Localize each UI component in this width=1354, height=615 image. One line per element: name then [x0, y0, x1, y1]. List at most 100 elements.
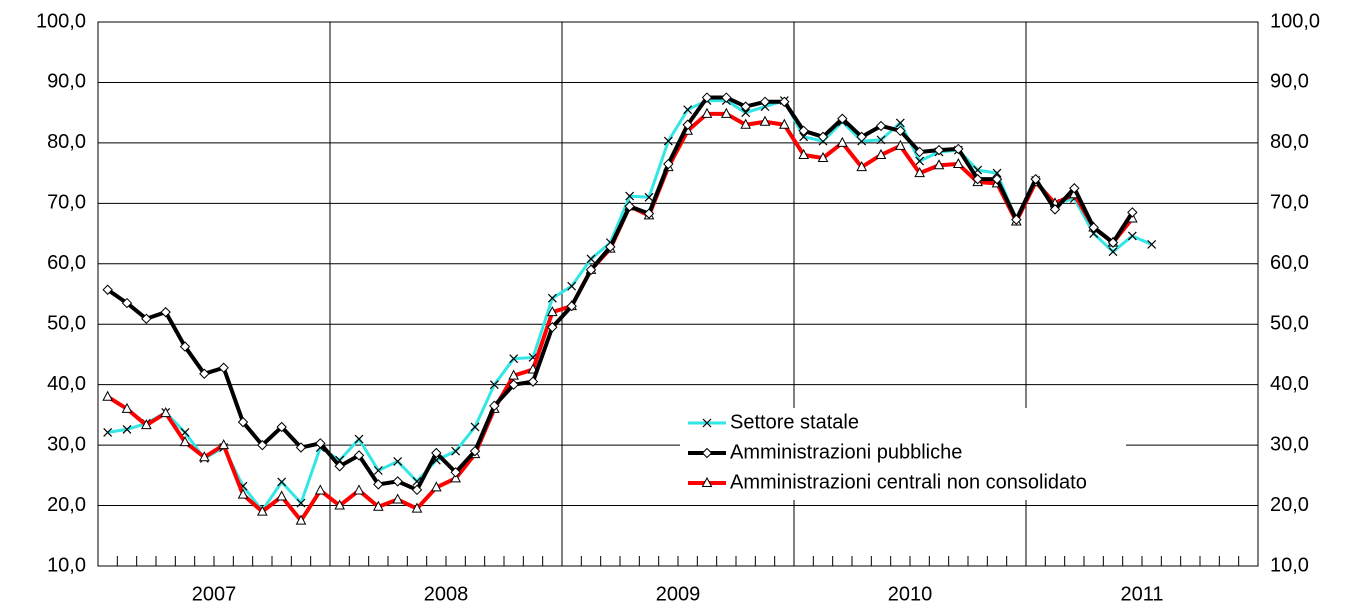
marker-triangle: [431, 481, 442, 492]
marker-diamond: [643, 208, 655, 219]
marker-triangle: [759, 115, 771, 126]
marker-triangle: [701, 476, 713, 487]
marker-x: [122, 424, 132, 434]
marker-triangle: [798, 148, 809, 159]
marker-triangle: [953, 157, 964, 169]
marker-stroke: [644, 192, 654, 202]
marker-diamond: [160, 306, 171, 318]
marker-stroke: [393, 457, 403, 466]
marker-x: [625, 191, 635, 201]
marker-diamond: [1069, 183, 1080, 194]
y-tick-label: 60,0: [47, 252, 86, 274]
marker-diamond: [856, 131, 867, 143]
marker-diamond: [1049, 204, 1061, 215]
marker-diamond: [624, 201, 635, 212]
marker-x: [915, 156, 925, 166]
y2-tick-label: 30,0: [1270, 433, 1309, 455]
marker-triangle: [895, 139, 906, 150]
marker-diamond: [469, 445, 481, 457]
marker-diamond: [914, 146, 925, 158]
marker-stroke: [1127, 231, 1137, 241]
marker-diamond: [237, 416, 249, 428]
marker-stroke: [702, 418, 712, 428]
y2-tick-label: 20,0: [1270, 494, 1309, 516]
marker-stroke: [895, 118, 905, 128]
marker-triangle: [740, 118, 751, 129]
marker-diamond: [605, 241, 616, 253]
marker-stroke: [741, 108, 751, 118]
marker-triangle: [179, 436, 191, 447]
marker-diamond: [1088, 222, 1099, 233]
legend-label: Amministrazioni pubbliche: [730, 441, 962, 463]
marker-diamond: [1030, 173, 1041, 185]
marker-diamond: [431, 447, 442, 459]
marker-x: [354, 434, 364, 444]
marker-x: [509, 354, 519, 364]
marker-diamond: [295, 442, 307, 453]
marker-triangle: [315, 484, 326, 495]
marker-triangle: [353, 484, 365, 495]
y-tick-label: 80,0: [47, 131, 86, 153]
marker-diamond: [1127, 207, 1138, 218]
marker-triangle: [450, 472, 461, 483]
y2-tick-label: 60,0: [1270, 252, 1309, 274]
marker-diamond: [759, 96, 771, 107]
marker-diamond: [141, 313, 152, 324]
marker-diamond: [527, 376, 539, 387]
marker-triangle: [721, 107, 732, 118]
marker-diamond: [1107, 237, 1119, 248]
marker-diamond: [740, 101, 751, 112]
marker-diamond: [895, 125, 906, 137]
y2-tick-label: 70,0: [1270, 192, 1309, 214]
marker-stroke: [625, 191, 635, 201]
y2-tick-label: 10,0: [1270, 554, 1309, 576]
x-group-label: 2009: [656, 583, 701, 605]
marker-diamond: [817, 131, 829, 143]
marker-diamond: [450, 467, 461, 478]
marker-stroke: [876, 135, 886, 145]
series-line: [106, 95, 1135, 492]
marker-stroke: [509, 354, 519, 364]
y-tick-label: 90,0: [47, 71, 86, 93]
marker-diamond: [276, 421, 287, 433]
marker-x: [741, 108, 751, 118]
y2-tick-label: 100,0: [1270, 10, 1320, 32]
marker-triangle: [237, 488, 249, 499]
marker-stroke: [992, 168, 1002, 178]
marker-x: [393, 457, 403, 466]
y-tick-label: 50,0: [47, 313, 86, 335]
marker-triangle: [141, 419, 152, 430]
marker-diamond: [218, 362, 229, 373]
marker-stroke: [122, 424, 132, 434]
marker-stroke: [547, 293, 557, 303]
marker-diamond: [779, 96, 790, 107]
y2-tick-label: 90,0: [1270, 71, 1309, 93]
marker-stroke: [567, 281, 577, 291]
marker-triangle: [933, 159, 945, 170]
marker-triangle: [121, 402, 133, 413]
marker-stroke: [489, 380, 499, 390]
marker-diamond: [489, 400, 500, 412]
marker-stroke: [277, 477, 287, 487]
y-tick-label: 100,0: [36, 10, 86, 32]
marker-stroke: [354, 434, 364, 444]
marker-triangle: [817, 151, 829, 162]
marker-stroke: [373, 466, 383, 475]
marker-diamond: [334, 461, 345, 472]
marker-stroke: [586, 254, 596, 264]
marker-x: [876, 135, 886, 145]
marker-diamond: [972, 173, 983, 185]
marker-diamond: [682, 119, 693, 130]
marker-x: [1127, 231, 1137, 241]
marker-triangle: [914, 167, 925, 178]
marker-x: [644, 192, 654, 202]
marker-stroke: [683, 105, 693, 115]
marker-triangle: [218, 439, 229, 450]
marker-stroke: [799, 132, 809, 142]
marker-diamond: [585, 264, 597, 276]
marker-stroke: [1108, 247, 1118, 257]
x-group-label: 2011: [1120, 583, 1163, 605]
marker-diamond: [798, 125, 809, 137]
marker-x: [992, 168, 1002, 178]
marker-triangle: [547, 306, 558, 317]
